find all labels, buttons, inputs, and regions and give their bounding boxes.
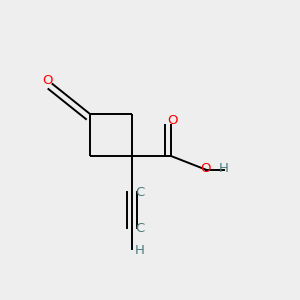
Text: O: O <box>200 161 211 175</box>
Text: O: O <box>43 74 53 88</box>
Text: H: H <box>135 244 144 257</box>
Text: H: H <box>219 161 228 175</box>
Text: C: C <box>135 185 144 199</box>
Text: O: O <box>167 113 178 127</box>
Text: C: C <box>135 221 144 235</box>
